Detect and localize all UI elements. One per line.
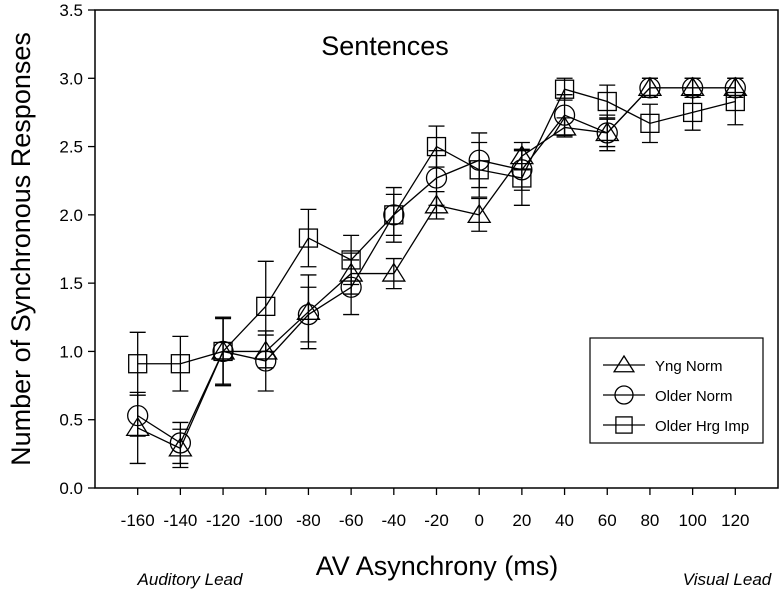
x-tick-label: -140 <box>163 511 197 530</box>
circle-marker <box>553 104 576 126</box>
annotation-visual-lead: Visual Lead <box>683 570 772 589</box>
square-marker <box>384 205 404 225</box>
x-tick-label: -80 <box>296 511 321 530</box>
x-axis-label: AV Asynchrony (ms) <box>316 551 559 581</box>
chart-title: Sentences <box>321 31 449 61</box>
y-tick-label: 3.0 <box>59 69 83 88</box>
x-tick-label: -160 <box>121 511 155 530</box>
x-tick-label: -100 <box>249 511 283 530</box>
x-tick-label: 0 <box>474 511 483 530</box>
legend-label: Older Norm <box>655 388 733 405</box>
y-tick-label: 0.0 <box>59 479 83 498</box>
x-tick-label: -60 <box>339 511 364 530</box>
x-tick-label: 20 <box>512 511 531 530</box>
y-tick-label: 0.5 <box>59 411 83 430</box>
x-tick-label: -40 <box>382 511 407 530</box>
triangle-marker <box>424 194 449 214</box>
circle-marker <box>639 77 661 99</box>
square-marker <box>554 79 575 99</box>
circle-marker <box>614 385 634 405</box>
square-marker <box>298 228 319 248</box>
x-tick-label: -120 <box>206 511 240 530</box>
square-marker <box>256 296 276 317</box>
y-tick-label: 3.5 <box>59 1 83 20</box>
series-older-hrg-imp <box>128 77 745 396</box>
square-marker <box>170 354 191 374</box>
circle-marker <box>297 303 320 326</box>
square-marker <box>725 91 745 112</box>
x-tick-label: 80 <box>640 511 659 530</box>
annotation-auditory-lead: Auditory Lead <box>137 570 243 589</box>
triangle-marker <box>467 203 492 224</box>
legend-label: Yng Norm <box>655 358 723 375</box>
square-marker <box>682 102 703 123</box>
circle-marker <box>596 122 618 144</box>
square-marker <box>128 354 148 374</box>
legend-label: Older Hrg Imp <box>655 418 749 435</box>
circle-marker <box>425 167 448 189</box>
square-marker <box>341 250 361 270</box>
y-tick-label: 1.0 <box>59 342 83 361</box>
triangle-marker <box>612 354 636 373</box>
square-marker <box>426 136 447 157</box>
x-tick-label: 60 <box>598 511 617 530</box>
square-marker <box>512 168 532 188</box>
legend: Yng Norm Older Norm Older Hrg Imp <box>589 337 764 444</box>
triangle-marker <box>381 262 406 282</box>
y-tick-label: 2.0 <box>59 206 83 225</box>
y-tick-label: 2.5 <box>59 138 83 157</box>
y-tick-label: 1.5 <box>59 274 83 293</box>
square-marker <box>640 113 660 134</box>
circle-marker <box>127 404 149 427</box>
x-tick-label: 100 <box>678 511 706 530</box>
x-tick-label: -20 <box>424 511 449 530</box>
x-tick-label: 40 <box>555 511 574 530</box>
square-marker <box>597 91 617 112</box>
square-marker <box>213 341 233 362</box>
circle-marker <box>169 432 192 454</box>
series-older-norm <box>127 77 746 465</box>
square-marker <box>469 160 489 180</box>
square-marker <box>615 416 633 434</box>
y-axis-label: Number of Synchronous Responses <box>6 32 36 466</box>
x-tick-label: 120 <box>721 511 749 530</box>
